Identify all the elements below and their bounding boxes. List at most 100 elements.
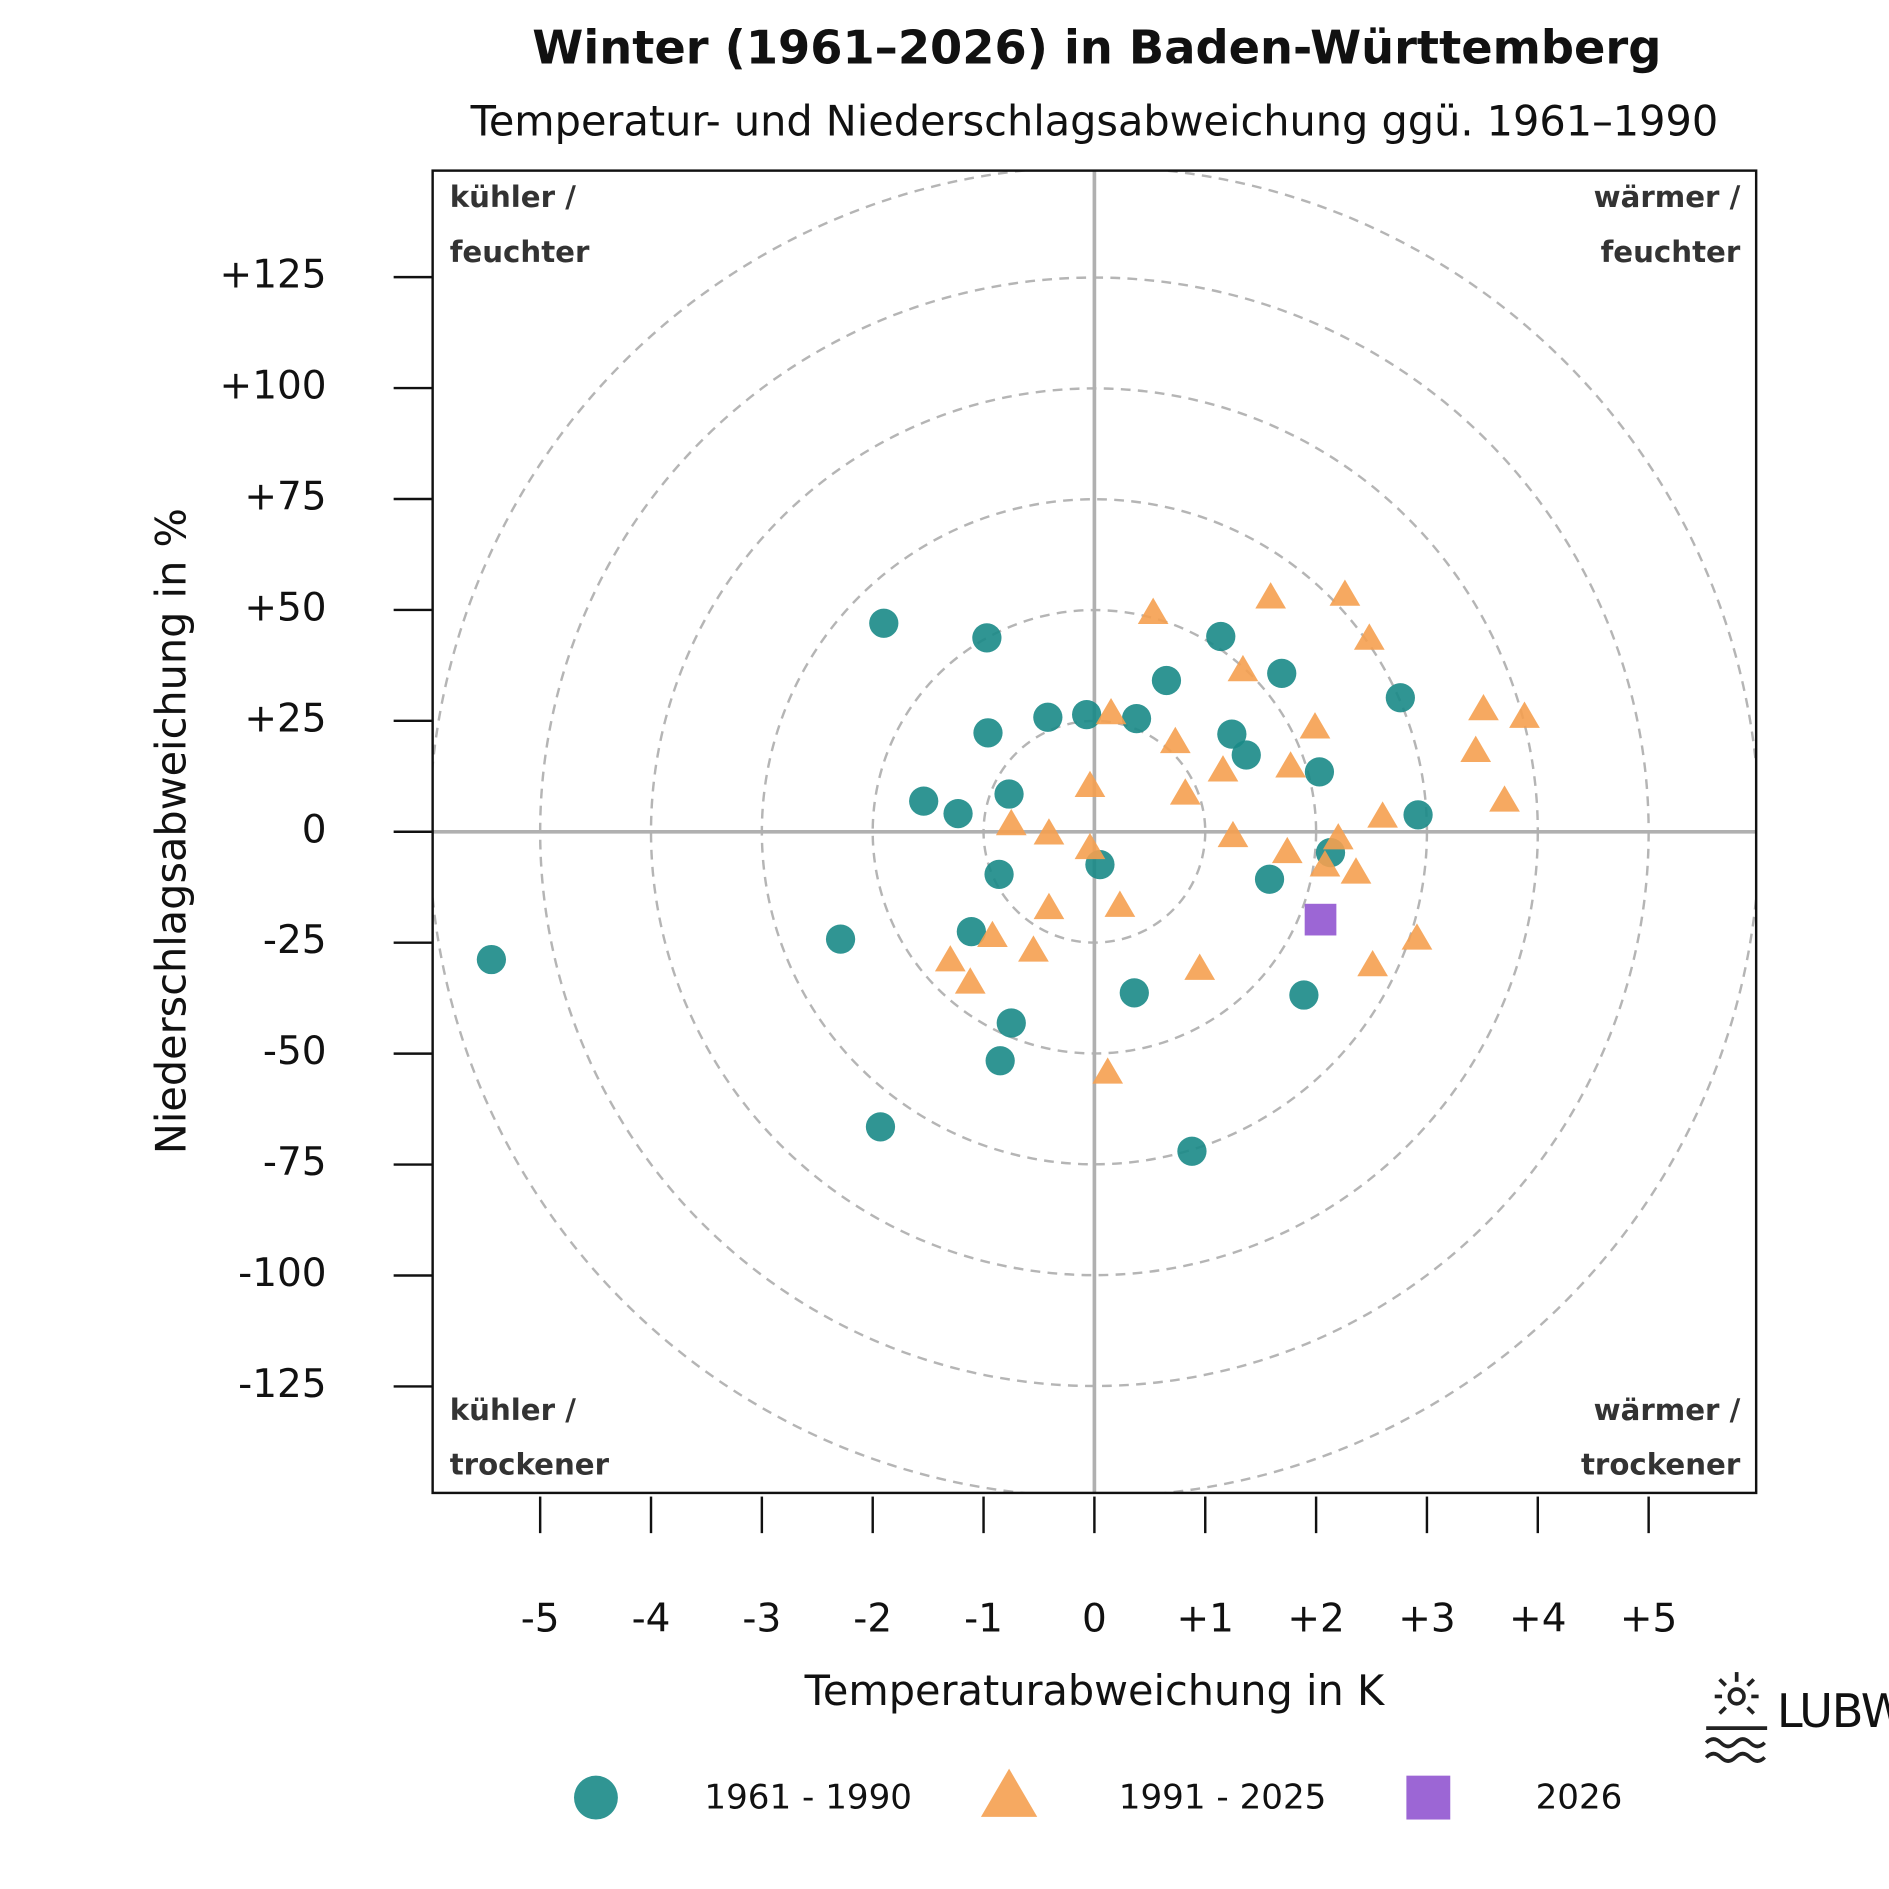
quadrant-label: trockener [450,1448,610,1482]
point [1299,712,1331,739]
quadrant-label: kühler / [450,180,577,214]
point [1267,658,1297,688]
plot-area [432,170,1757,1493]
point [1104,890,1136,917]
y-tick-label: -25 [263,918,327,963]
y-tick-label: +75 [244,474,326,519]
point [1184,953,1216,980]
y-tick-label: 0 [302,807,327,852]
x-tick-label: -4 [632,1596,671,1641]
y-tick-label: -50 [263,1029,327,1074]
legend-marker [980,1768,1038,1817]
point [1357,949,1388,977]
x-axis-label: Temperaturabweichung in K [804,1667,1386,1715]
point [934,945,966,972]
logo-icon [1704,1672,1768,1763]
legend-label: 1991 - 2025 [1119,1777,1327,1817]
point [1509,701,1540,728]
point [825,924,856,954]
point [973,718,1003,748]
point [1217,820,1249,848]
point [1254,864,1285,894]
y-tick-label: +50 [244,585,326,630]
x-tick-label: -5 [521,1596,560,1641]
x-tick-label: +2 [1287,1596,1344,1641]
point [1159,726,1191,754]
point [1095,697,1127,725]
point [996,1008,1026,1038]
quadrant-label: feuchter [1601,235,1741,269]
point [1353,623,1385,650]
point [994,779,1024,809]
x-tick-label: +1 [1177,1596,1234,1641]
point [1289,980,1319,1010]
chart-subtitle: Temperatur- und Niederschlagsabweichung … [470,97,1719,145]
point [1460,735,1492,762]
point [869,608,899,638]
quadrant-label: kühler / [450,1393,577,1427]
point [1340,857,1372,884]
point [1217,719,1247,749]
point [1304,903,1337,936]
point [1033,818,1065,845]
point [1489,785,1520,812]
point [1275,751,1306,778]
x-tick-label: 0 [1082,1596,1107,1641]
point [1207,755,1239,782]
point [1072,700,1102,730]
point [1309,850,1341,877]
x-tick-label: -2 [853,1596,892,1641]
legend-marker [1406,1775,1451,1820]
point [1255,582,1287,609]
point [995,808,1027,836]
point [1092,1057,1124,1084]
point [1206,621,1236,652]
point [1137,597,1169,624]
point [984,859,1014,889]
point [1322,823,1354,850]
x-tick-label: -1 [964,1596,1003,1641]
point [1227,654,1259,682]
quadrant-label: wärmer / [1594,1393,1741,1427]
x-tick-label: +5 [1620,1596,1677,1641]
point [1231,740,1261,770]
point [1169,778,1201,805]
point [985,1046,1015,1076]
plot-frame [431,169,1758,1495]
legend-marker [574,1775,618,1820]
point [1151,665,1182,696]
y-tick-label: +100 [220,364,327,409]
point [1177,1136,1207,1166]
point [1033,892,1065,920]
point [1367,801,1398,828]
point [977,920,1008,948]
y-axis-label: Niederschlagsabweichung in % [147,508,195,1154]
point [972,623,1002,653]
point [1271,836,1303,864]
quadrant-label: feuchter [450,235,590,269]
logo-text: LUBW [1777,1684,1889,1738]
point [909,786,939,816]
point [1401,923,1433,950]
y-tick-label: -75 [263,1140,327,1185]
point [476,944,507,975]
y-tick-label: +25 [244,696,326,741]
point [1121,703,1152,734]
point [865,1112,896,1142]
quadrant-label: wärmer / [1594,180,1741,214]
point [1329,579,1361,606]
legend-label: 1961 - 1990 [704,1777,912,1817]
x-tick-label: -3 [742,1596,781,1641]
point [954,967,986,994]
point [956,916,986,947]
x-tick-label: +3 [1398,1596,1455,1641]
point [943,798,973,829]
point [1403,800,1433,830]
point [1018,935,1049,962]
point [1119,978,1149,1008]
y-tick-label: -100 [238,1251,326,1296]
point [1074,770,1106,798]
point [1074,832,1106,860]
